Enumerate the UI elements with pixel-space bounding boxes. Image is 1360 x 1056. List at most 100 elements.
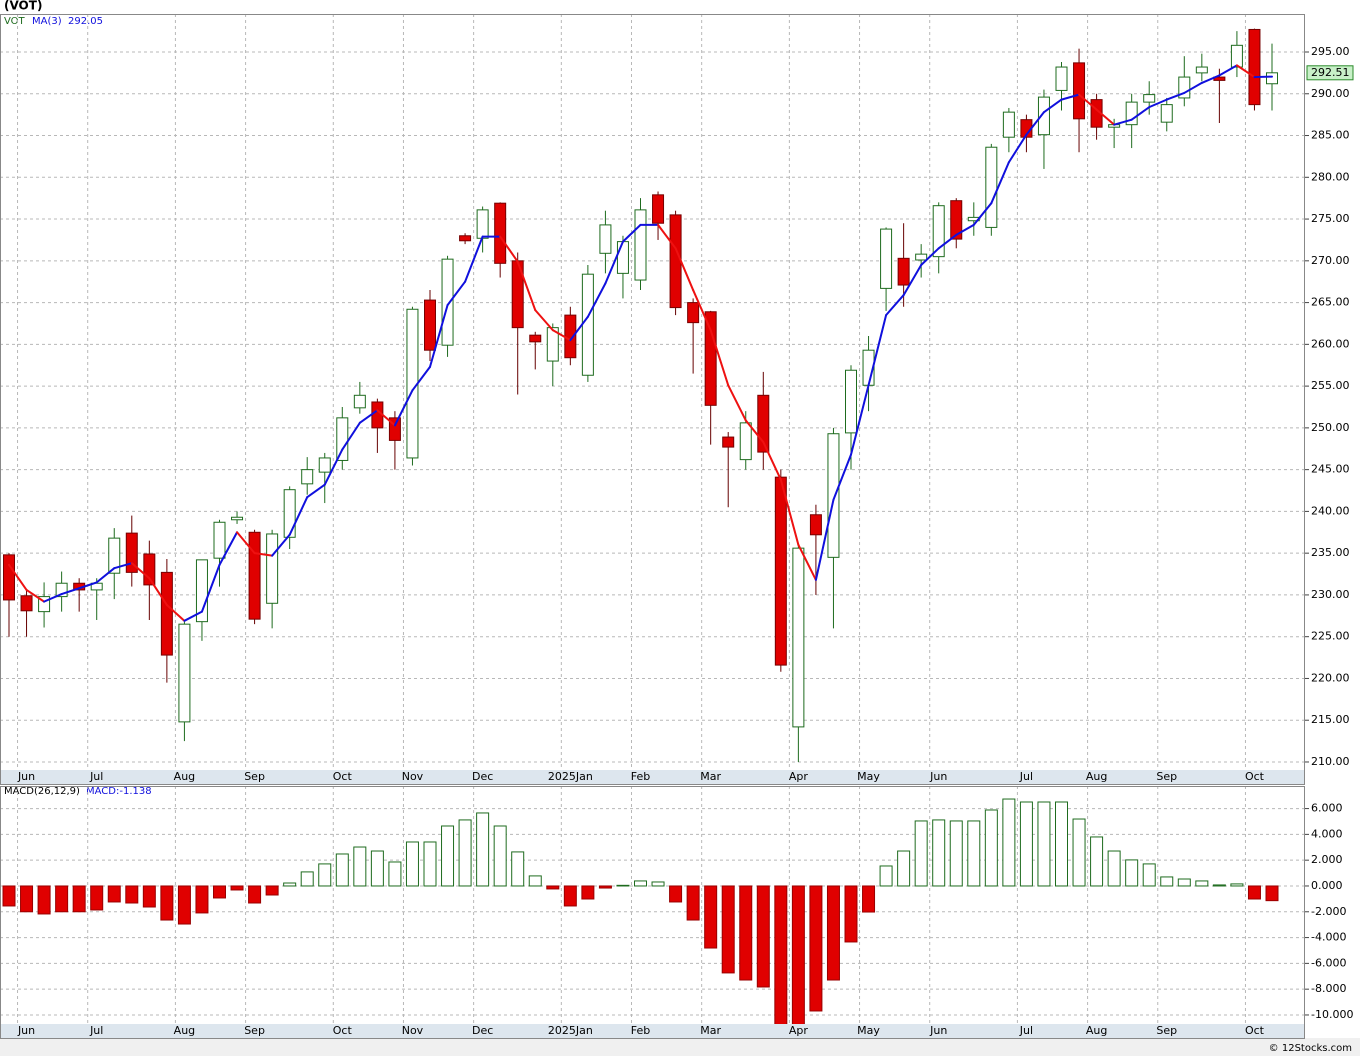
x-tick-label: Sep — [1156, 770, 1177, 783]
candle-body — [757, 394, 770, 453]
candle-body — [424, 299, 436, 351]
x-tick-label: Sep — [1156, 1024, 1177, 1037]
ma-segment — [692, 289, 712, 332]
x-tick-label: Jul — [1019, 1024, 1033, 1037]
macd-bar — [2, 885, 16, 907]
ma-segment — [569, 315, 589, 342]
x-tick-label: Apr — [789, 1024, 809, 1037]
macd-bar — [493, 825, 507, 887]
macd-bar — [1265, 885, 1279, 902]
ma-segment — [1025, 111, 1045, 136]
candle-body — [108, 537, 121, 574]
candle-body — [950, 200, 963, 240]
y-tick-label: 285.00 — [1311, 129, 1350, 142]
y-tick-label: 290.00 — [1311, 87, 1350, 100]
last-price-label: 292.51 — [1311, 66, 1350, 79]
ma-segment — [393, 389, 414, 427]
candle-body — [897, 257, 910, 286]
macd-bar — [651, 881, 665, 887]
candle-body — [616, 241, 629, 274]
x-tick-label: 2025Jan — [548, 1024, 593, 1037]
candle-body — [1143, 94, 1156, 103]
ma-segment — [95, 567, 116, 584]
macd-bar — [335, 853, 349, 887]
legend-symbol: VOT — [4, 16, 26, 27]
ma-segment — [1218, 64, 1238, 77]
candle-body — [687, 302, 700, 324]
macd-bar — [1212, 884, 1226, 887]
candle-body — [669, 214, 682, 309]
x-tick-label: Feb — [631, 1024, 650, 1037]
ma-segment — [446, 280, 467, 307]
ma-segment — [709, 329, 730, 387]
ma-segment — [972, 202, 993, 226]
candle-body — [441, 258, 454, 346]
macd-bar — [1107, 850, 1121, 887]
macd-bar — [581, 885, 595, 900]
macd-bar — [669, 885, 683, 903]
macd-bar — [72, 885, 86, 913]
x-tick-label: Oct — [1245, 1024, 1265, 1037]
price-panel — [0, 14, 1305, 770]
x-tick-label: Oct — [1245, 770, 1265, 783]
ma-segment — [464, 235, 484, 283]
macd-bar — [1195, 880, 1209, 887]
y-tick-label: -8.000 — [1311, 982, 1346, 995]
ma-segment — [60, 587, 81, 596]
ma-segment — [551, 329, 572, 342]
macd-readout: MACD:-1.138 — [86, 786, 152, 797]
ma-segment — [1183, 81, 1203, 94]
x-tick-label: Jun — [17, 770, 35, 783]
candle-body — [160, 571, 173, 656]
macd-bar — [1090, 836, 1104, 887]
candle-body — [845, 369, 857, 434]
macd-bar — [90, 885, 104, 911]
macd-bar — [1072, 818, 1086, 887]
y-tick-label: -6.000 — [1311, 956, 1346, 969]
candle-body — [248, 531, 261, 620]
x-tick-label: Oct — [333, 1024, 353, 1037]
ma-segment — [78, 581, 98, 590]
macd-bar — [879, 865, 893, 887]
candle-body — [1037, 96, 1050, 136]
macd-bar — [826, 885, 840, 981]
y-tick-label: -2.000 — [1311, 905, 1346, 918]
x-tick-label: Aug — [1086, 1024, 1107, 1037]
y-tick-label: 240.00 — [1311, 504, 1350, 517]
candle-body — [1073, 62, 1086, 120]
axes: 210.00 215.00 220.00 225.00 230.00 235.00 240.… — [17, 45, 1354, 1037]
macd-bar — [230, 885, 244, 891]
y-tick-label: 220.00 — [1311, 671, 1350, 684]
y-tick-label: -10.000 — [1311, 1008, 1353, 1021]
ma-segment — [323, 448, 344, 486]
macd-panel — [0, 786, 1305, 1024]
macd-bar — [1230, 883, 1244, 887]
macd-bar — [1037, 801, 1051, 887]
candle-body — [1248, 28, 1261, 106]
y-tick-label: 230.00 — [1311, 588, 1350, 601]
macd-bar — [160, 885, 174, 921]
ma-segment — [1235, 64, 1256, 79]
ma-segment — [850, 384, 870, 456]
candle-body — [985, 146, 998, 228]
macd-bar — [283, 882, 297, 887]
candle-body — [1055, 66, 1068, 91]
candle-body — [599, 224, 612, 254]
candle-body — [774, 476, 787, 666]
macd-bar — [756, 885, 770, 988]
macd-bar — [476, 812, 490, 887]
x-tick-label: Feb — [631, 770, 650, 783]
y-tick-label: 210.00 — [1311, 755, 1350, 768]
footer-band — [0, 1038, 1360, 1056]
ma-segment — [762, 441, 782, 481]
ma-segment — [130, 562, 151, 580]
y-tick-label: 280.00 — [1311, 170, 1350, 183]
ma-segment — [586, 282, 607, 318]
price-frame — [0, 14, 1305, 785]
x-tick-label: Jul — [89, 1024, 103, 1037]
macd-bar — [616, 884, 630, 887]
x-tick-label: Aug — [174, 1024, 195, 1037]
ma-segment — [253, 552, 274, 557]
x-tick-label: Jul — [89, 770, 103, 783]
